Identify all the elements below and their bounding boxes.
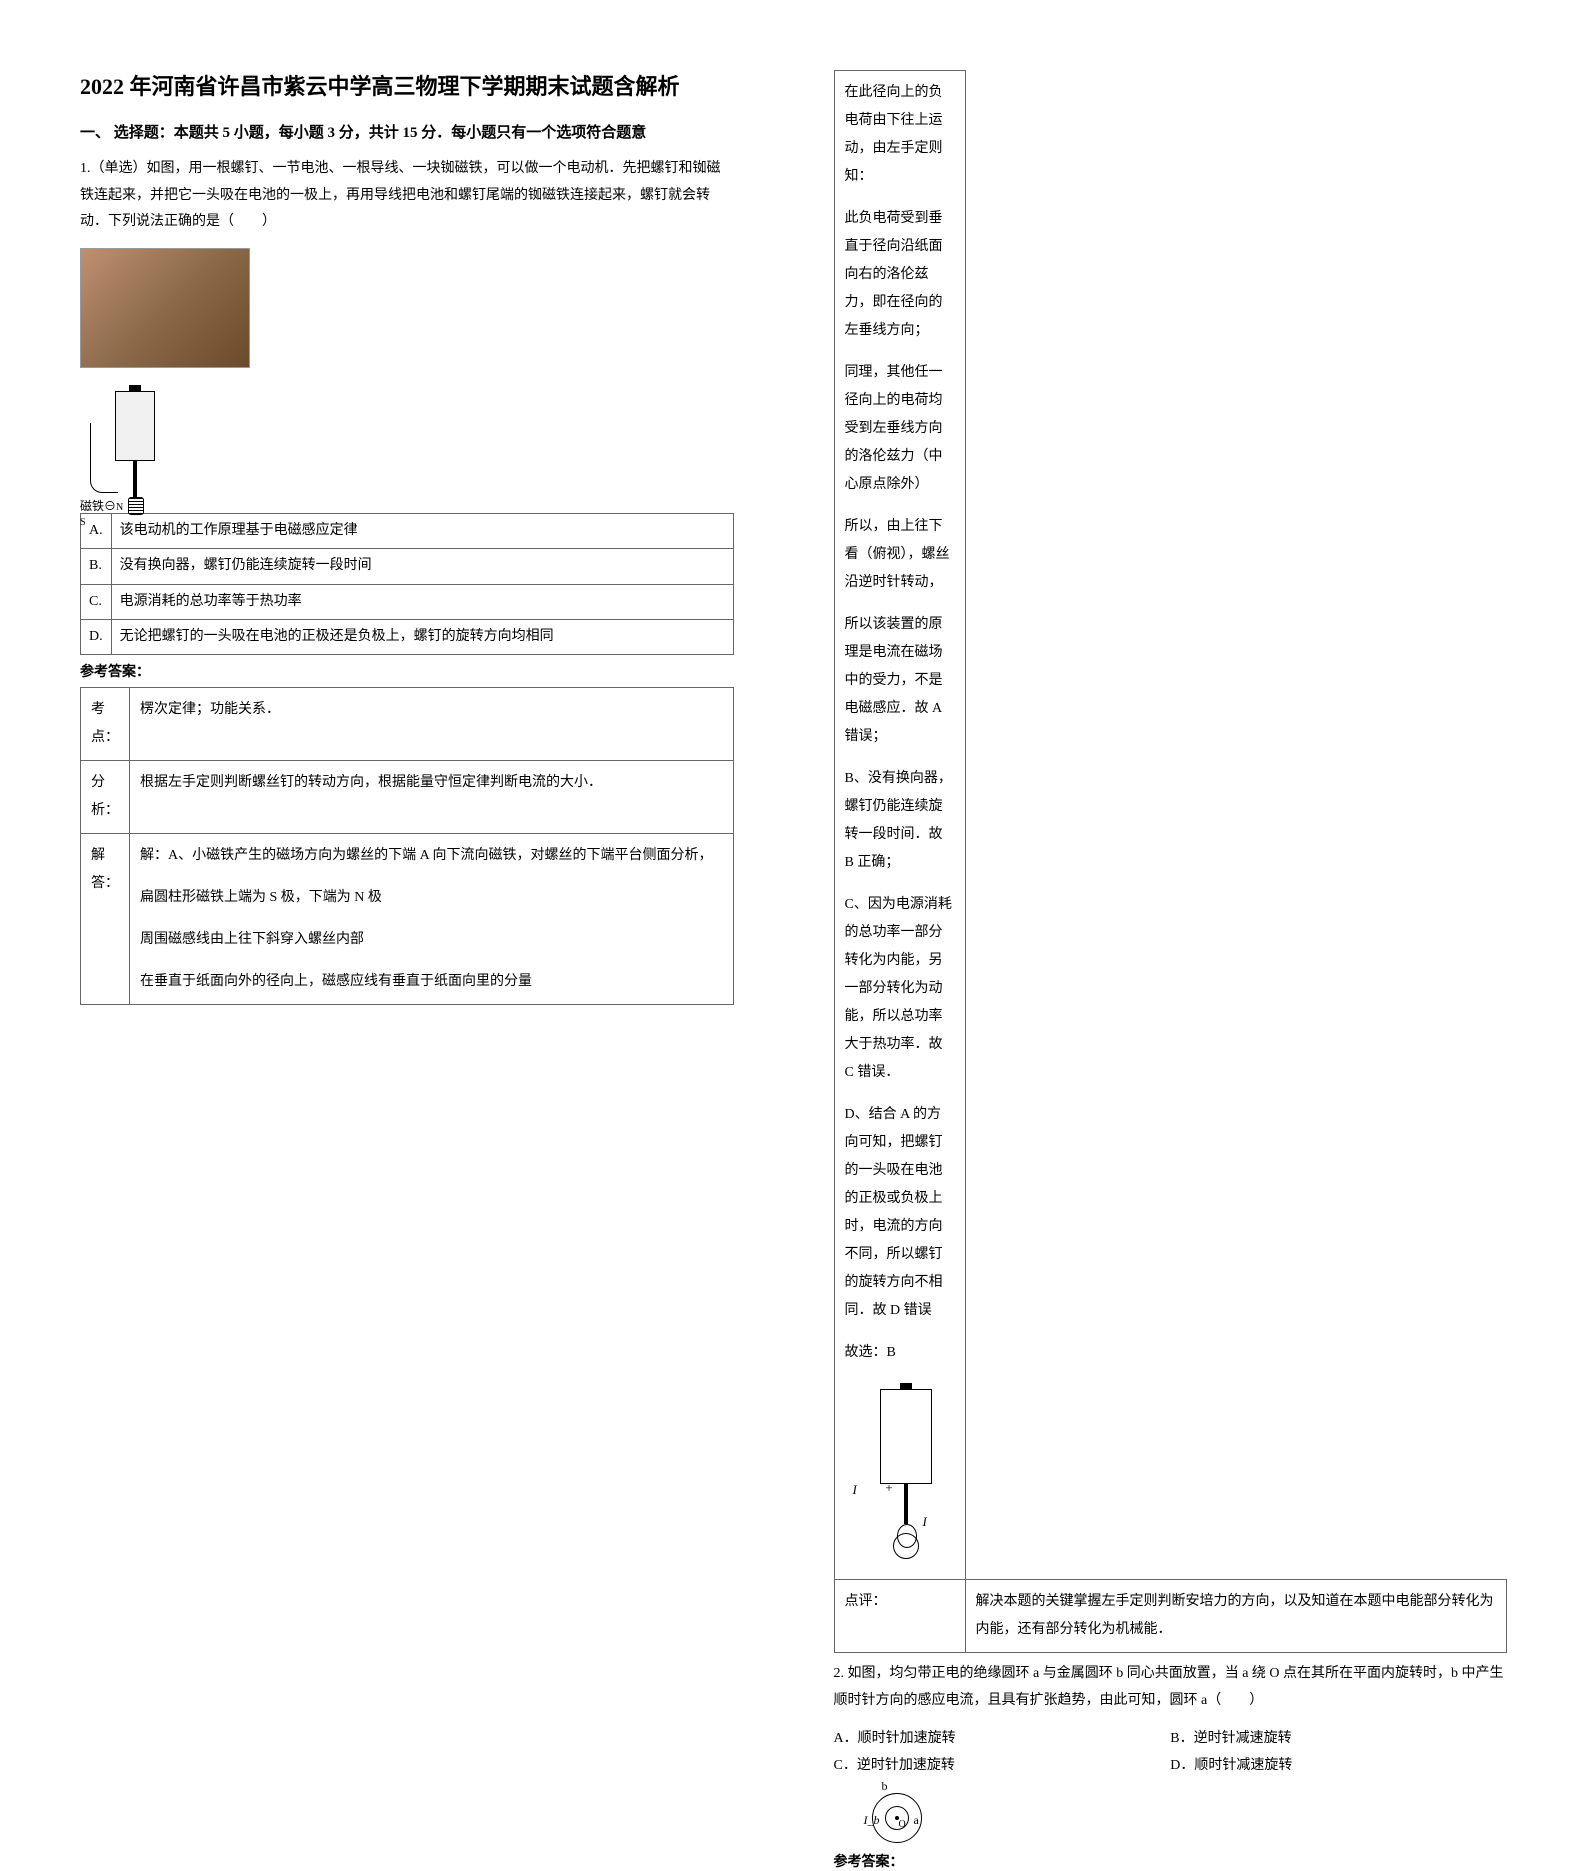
q2-opt-b: B．逆时针减速旋转 <box>1170 1726 1507 1753</box>
solution-para: 解：A、小磁铁产生的磁场方向为螺丝的下端 A 向下流向磁铁，对螺丝的下端平台侧面… <box>140 842 723 870</box>
choice-label: D. <box>81 619 112 654</box>
solution-para: C、因为电源消耗的总功率一部分转化为内能，另一部分转化为动能，所以总功率大于热功… <box>845 891 955 1087</box>
q2-opt-d: D．顺时针减速旋转 <box>1170 1753 1507 1780</box>
solution-para: 扁圆柱形磁铁上端为 S 极，下端为 N 极 <box>140 884 723 912</box>
solution-para: 同理，其他任一径向上的电荷均受到左垂线方向的洛伦兹力（中心原点除外） <box>845 359 955 499</box>
solution-para: B、没有换向器，螺钉仍能连续旋转一段时间．故 B 正确； <box>845 765 955 877</box>
solution-para: 所以该装置的原理是电流在磁场中的受力，不是电磁感应．故 A 错误； <box>845 611 955 751</box>
answer-header: 参考答案： <box>80 661 734 681</box>
q2-opt-a: A．顺时针加速旋转 <box>834 1726 1171 1753</box>
document-title: 2022 年河南省许昌市紫云中学高三物理下学期期末试题含解析 <box>80 70 734 103</box>
q1-choice-table: A.该电动机的工作原理基于电磁感应定律 B.没有换向器，螺钉仍能连续旋转一段时间… <box>80 513 734 656</box>
solution-para: 故选：B <box>845 1339 955 1367</box>
ring-label-a: a <box>914 1813 919 1828</box>
dianping-text: 解决本题的关键掌握左手定则判断安培力的方向，以及知道在本题中电能部分转化为内能，… <box>965 1580 1507 1653</box>
ring-label-o: O <box>899 1819 906 1830</box>
fenxi-text: 根据左手定则判断螺丝钉的转动方向，根据能量守恒定律判断电流的大小． <box>130 761 734 834</box>
q2-options: A．顺时针加速旋转 B．逆时针减速旋转 C．逆时针加速旋转 D．顺时针减速旋转 <box>834 1726 1508 1779</box>
q2-stem: 2. 如图，均匀带正电的绝缘圆环 a 与金属圆环 b 同心共面放置，当 a 绕 … <box>834 1661 1508 1714</box>
ring-label-b: b <box>882 1779 888 1794</box>
solution-para: D、结合 A 的方向可知，把螺钉的一头吸在电池的正极或负极上时，电流的方向不同，… <box>845 1101 955 1325</box>
choice-text: 电源消耗的总功率等于热功率 <box>111 584 733 619</box>
kaodian-label: 考点： <box>81 688 130 761</box>
q1-stem: 1.（单选）如图，用一根螺钉、一节电池、一根导线、一块铷磁铁，可以做一个电动机．… <box>80 156 734 236</box>
current-label: I <box>923 1509 927 1535</box>
solution-para: 此负电荷受到垂直于径向沿纸面向右的洛伦兹力，即在径向的左垂线方向； <box>845 205 955 345</box>
choice-text: 该电动机的工作原理基于电磁感应定律 <box>111 513 733 548</box>
solution-para: 所以，由上往下看（俯视），螺丝沿逆时针转动， <box>845 513 955 597</box>
magnet-label: 磁铁⊖NS <box>80 497 123 529</box>
choice-text: 没有换向器，螺钉仍能连续旋转一段时间 <box>111 549 733 584</box>
solution-cont-cell: 在此径向上的负电荷由下往上运动，由左手定则知： 此负电荷受到垂直于径向沿纸面向右… <box>834 71 965 1580</box>
solution-diagram: − + I I <box>845 1381 955 1571</box>
q1-solution-cont: 在此径向上的负电荷由下往上运动，由左手定则知： 此负电荷受到垂直于径向沿纸面向右… <box>834 70 1508 1653</box>
ring-label-I: I_b <box>864 1813 880 1828</box>
fenxi-label: 分析： <box>81 761 130 834</box>
choice-label: B. <box>81 549 112 584</box>
plus-label: + <box>885 1475 894 1501</box>
minus-label: − <box>903 1377 912 1403</box>
solution-para: 在垂直于纸面向外的径向上，磁感应线有垂直于纸面向里的分量 <box>140 968 723 996</box>
jieda-text: 解：A、小磁铁产生的磁场方向为螺丝的下端 A 向下流向磁铁，对螺丝的下端平台侧面… <box>130 834 734 1005</box>
choice-label: C. <box>81 584 112 619</box>
solution-para: 在此径向上的负电荷由下往上运动，由左手定则知： <box>845 79 955 191</box>
jieda-label: 解答： <box>81 834 130 1005</box>
left-column: 2022 年河南省许昌市紫云中学高三物理下学期期末试题含解析 一、 选择题：本题… <box>0 0 794 1122</box>
q2-diagram: b a O I_b <box>864 1785 934 1845</box>
right-column: 在此径向上的负电荷由下往上运动，由左手定则知： 此负电荷受到垂直于径向沿纸面向右… <box>794 0 1587 1122</box>
choice-text: 无论把螺钉的一头吸在电池的正极还是负极上，螺钉的旋转方向均相同 <box>111 619 733 654</box>
dianping-label: 点评： <box>834 1580 965 1653</box>
section-header: 一、 选择题：本题共 5 小题，每小题 3 分，共计 15 分．每小题只有一个选… <box>80 121 734 142</box>
q2-opt-c: C．逆时针加速旋转 <box>834 1753 1171 1780</box>
solution-para: 周围磁感线由上往下斜穿入螺丝内部 <box>140 926 723 954</box>
q2-answer-header: 参考答案： <box>834 1851 1508 1871</box>
q1-solution-table: 考点： 楞次定律；功能关系． 分析： 根据左手定则判断螺丝钉的转动方向，根据能量… <box>80 687 734 1005</box>
q1-diagram: 磁铁⊖NS <box>80 383 190 513</box>
kaodian-text: 楞次定律；功能关系． <box>130 688 734 761</box>
q1-photo <box>80 248 250 368</box>
current-label: I <box>853 1477 857 1503</box>
